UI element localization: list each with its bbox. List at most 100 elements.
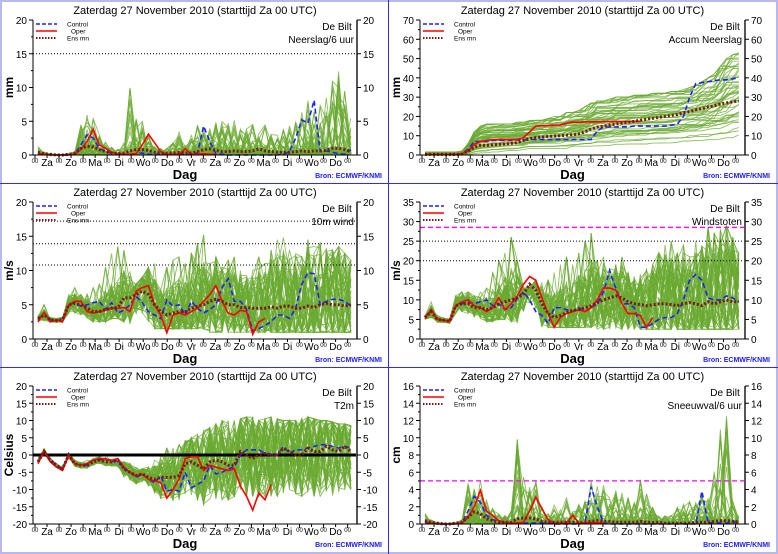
ensemble-member-line (425, 121, 739, 155)
y-tick-label-right: -10 (363, 486, 378, 497)
source-credit: Bron: ECMWF/KNMI (703, 542, 770, 549)
x-day-label: Ma (256, 527, 270, 538)
location-label: De Bilt (710, 22, 740, 33)
y-tick-label-right: 60 (751, 35, 763, 46)
ensemble-members (424, 225, 740, 331)
x-day-label: Di (671, 527, 680, 538)
legend-label: Control (454, 22, 476, 29)
x-day-label: Za (597, 158, 609, 169)
x-day-label: Zo (65, 527, 77, 538)
x-tick-hour-label: 00 (491, 343, 498, 349)
y-tick-label-left: -20 (13, 520, 28, 531)
ensemble-member-line (424, 494, 740, 525)
y-tick-label-right: 5 (363, 301, 369, 312)
y-tick-label-left: 10 (403, 434, 415, 445)
x-tick-hour-label: 00 (660, 528, 667, 534)
x-day-label: Zo (65, 342, 77, 353)
x-day-label: Di (502, 158, 511, 169)
x-tick-hour-label: 00 (176, 528, 183, 534)
x-day-label: Za (210, 158, 222, 169)
x-tick-hour-label: 00 (708, 159, 715, 165)
x-tick-hour-label: 00 (128, 528, 135, 534)
y-tick-label-left: 35 (403, 198, 415, 209)
chart-svg-neerslag: Zaterdag 27 November 2010 (starttijd Za … (2, 5, 382, 182)
y-tick-label-left: 20 (16, 198, 28, 209)
x-day-label: Do (161, 342, 174, 353)
x-day-label: Vr (574, 342, 584, 353)
x-day-label: Ma (256, 158, 270, 169)
y-axis-label: mm (2, 77, 16, 98)
x-tick-hour-label: 00 (443, 159, 450, 165)
x-day-label: Zo (621, 158, 633, 169)
ensemble-members (424, 52, 740, 156)
source-credit: Bron: ECMWF/KNMI (315, 542, 382, 549)
ensemble-member-line (37, 420, 352, 500)
legend-label: Ens mn (454, 36, 476, 43)
y-tick-label-left: 20 (16, 382, 28, 393)
x-axis-label: Dag (560, 351, 585, 366)
y-tick-label-left: 10 (16, 267, 28, 278)
variable-label: Accum Neerslag (669, 35, 742, 46)
ensemble-member-line (37, 268, 351, 333)
y-tick-label-right: 5 (363, 434, 369, 445)
chart-title: Zaterdag 27 November 2010 (starttijd Za … (73, 187, 316, 199)
control-line (37, 443, 352, 493)
panel-windstoten: Zaterdag 27 November 2010 (starttijd Za … (389, 184, 776, 367)
x-day-label: Vr (574, 158, 584, 169)
y-tick-label-left: 50 (403, 55, 415, 66)
y-tick-label-left: -15 (13, 503, 28, 514)
y-tick-label-left: 20 (403, 257, 415, 268)
y-tick-label-right: 10 (363, 84, 375, 95)
x-day-label: Do (329, 158, 342, 169)
y-tick-label-right: 5 (363, 117, 369, 128)
ensemble-member-line (425, 58, 739, 153)
x-day-label: Wo (304, 342, 319, 353)
x-day-label: Do (548, 342, 561, 353)
x-tick-hour-label: 00 (200, 159, 207, 165)
y-tick-label-left: 5 (408, 315, 414, 326)
y-tick-label-left: 0 (408, 335, 414, 346)
y-tick-label-right: -20 (363, 520, 378, 531)
location-label: De Bilt (322, 22, 352, 33)
x-day-label: Di (671, 342, 680, 353)
chart-svg-t2m: Zaterdag 27 November 2010 (starttijd Za … (2, 371, 382, 551)
y-axis-label: mm (389, 77, 403, 98)
x-tick-hour-label: 00 (224, 159, 231, 165)
legend-label: Ens mn (454, 402, 476, 409)
x-day-label: Di (283, 527, 292, 538)
ensemble-member-line (425, 116, 739, 155)
y-tick-label-left: -5 (18, 468, 27, 479)
x-axis-label: Dag (173, 167, 198, 182)
x-tick-hour-label: 00 (419, 159, 426, 165)
x-tick-hour-label: 00 (563, 343, 570, 349)
ensemble-member-line (37, 417, 351, 494)
y-tick-label-left: 10 (16, 417, 28, 428)
y-tick-label-right: 30 (751, 93, 763, 104)
x-tick-hour-label: 00 (491, 528, 498, 534)
x-day-label: Vr (574, 527, 584, 538)
x-day-label: Do (548, 158, 561, 169)
y-tick-label-right: 0 (363, 151, 369, 162)
y-tick-label-right: 40 (751, 74, 763, 85)
ensemble-member-line (425, 68, 740, 154)
x-tick-hour-label: 00 (272, 343, 279, 349)
y-tick-label-left: 0 (408, 520, 414, 531)
source-credit: Bron: ECMWF/KNMI (703, 173, 770, 180)
x-day-label: Di (671, 158, 680, 169)
ensemble-member-line (37, 243, 352, 334)
x-tick-hour-label: 00 (732, 343, 739, 349)
x-day-label: Wo (523, 158, 538, 169)
legend-label: Ens mn (67, 402, 89, 409)
x-day-label: Za (597, 527, 609, 538)
y-tick-label-left: 10 (403, 296, 415, 307)
x-axis-label: Dag (560, 167, 585, 182)
y-tick-label-left: 15 (16, 50, 28, 61)
chart-title: Zaterdag 27 November 2010 (starttijd Za … (461, 371, 704, 383)
x-day-label: Do (717, 527, 730, 538)
y-tick-label-right: 0 (363, 451, 369, 462)
legend-label: Oper (458, 211, 473, 218)
x-tick-hour-label: 00 (684, 159, 691, 165)
x-tick-hour-label: 00 (248, 528, 255, 534)
